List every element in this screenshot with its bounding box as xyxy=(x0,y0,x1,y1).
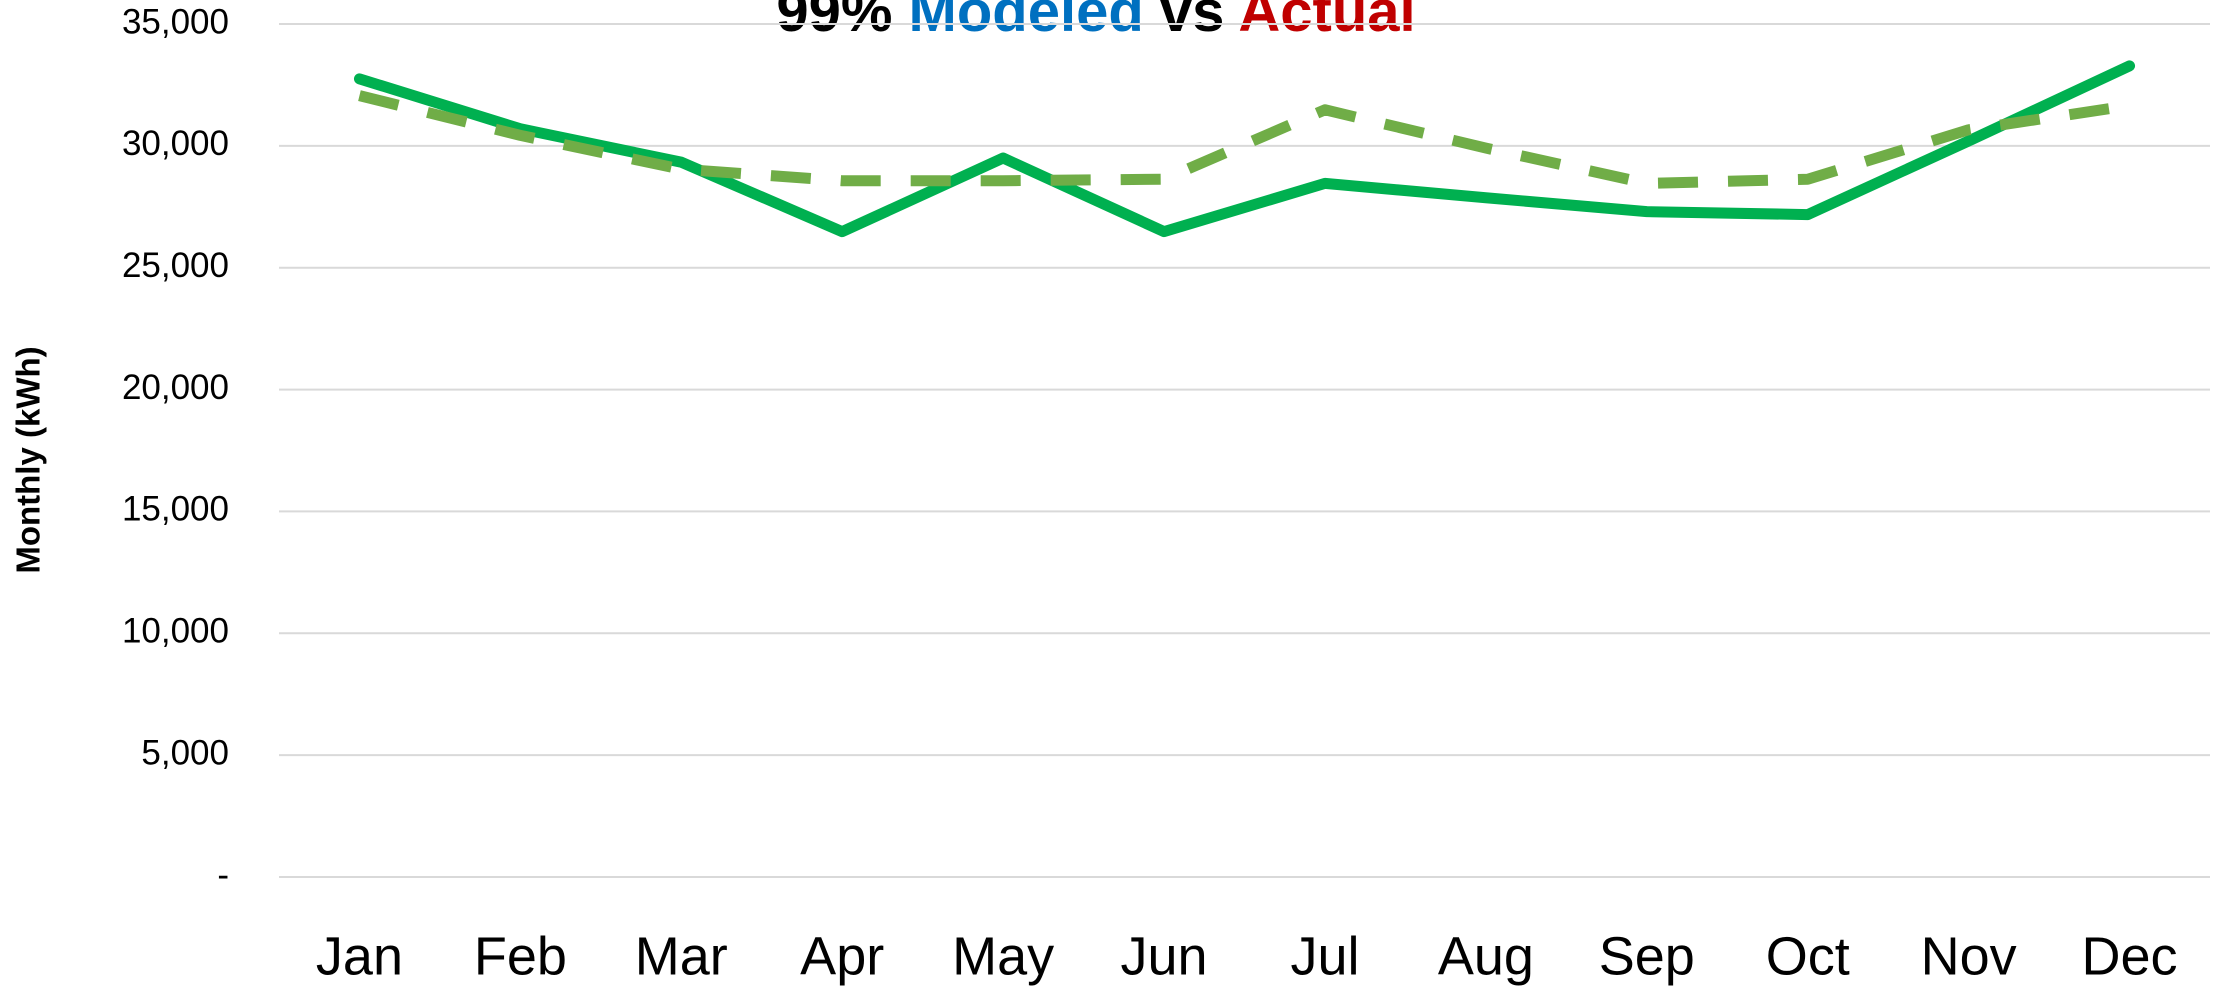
y-tick-label: 15,000 xyxy=(122,490,229,529)
x-tick-label: Apr xyxy=(800,926,884,986)
data-line xyxy=(353,60,2136,238)
x-tick-label: Sep xyxy=(1599,926,1695,986)
y-tick-label: - xyxy=(217,855,229,894)
y-tick-label: 5,000 xyxy=(141,733,229,772)
y-tick-label: 10,000 xyxy=(122,612,229,651)
x-tick-label: Oct xyxy=(1766,926,1850,986)
chart-title: 99% Modeled vs Actual xyxy=(776,0,1415,44)
x-tick-label: Dec xyxy=(2082,926,2178,986)
y-tick-label: 20,000 xyxy=(122,368,229,407)
x-tick-label: Jun xyxy=(1121,926,1208,986)
x-tick-label: Nov xyxy=(1921,926,2017,986)
data-line xyxy=(358,90,2131,189)
y-tick-label: 35,000 xyxy=(122,2,229,41)
title-part: Actual xyxy=(1238,0,1415,44)
title-part: 99% xyxy=(776,0,892,44)
title-part: vs xyxy=(1160,0,1225,44)
y-tick-label: 25,000 xyxy=(122,246,229,285)
y-axis-label: Monthly (kWh) xyxy=(10,346,47,573)
x-tick-label: Jul xyxy=(1290,926,1359,986)
title-part: Modeled xyxy=(909,0,1144,44)
x-tick-label: Mar xyxy=(635,926,728,986)
x-tick-label: Jan xyxy=(316,926,403,986)
x-tick-label: Aug xyxy=(1438,926,1534,986)
y-tick-label: 30,000 xyxy=(122,124,229,163)
x-tick-label: Feb xyxy=(474,926,567,986)
x-tick-label: May xyxy=(952,926,1054,986)
